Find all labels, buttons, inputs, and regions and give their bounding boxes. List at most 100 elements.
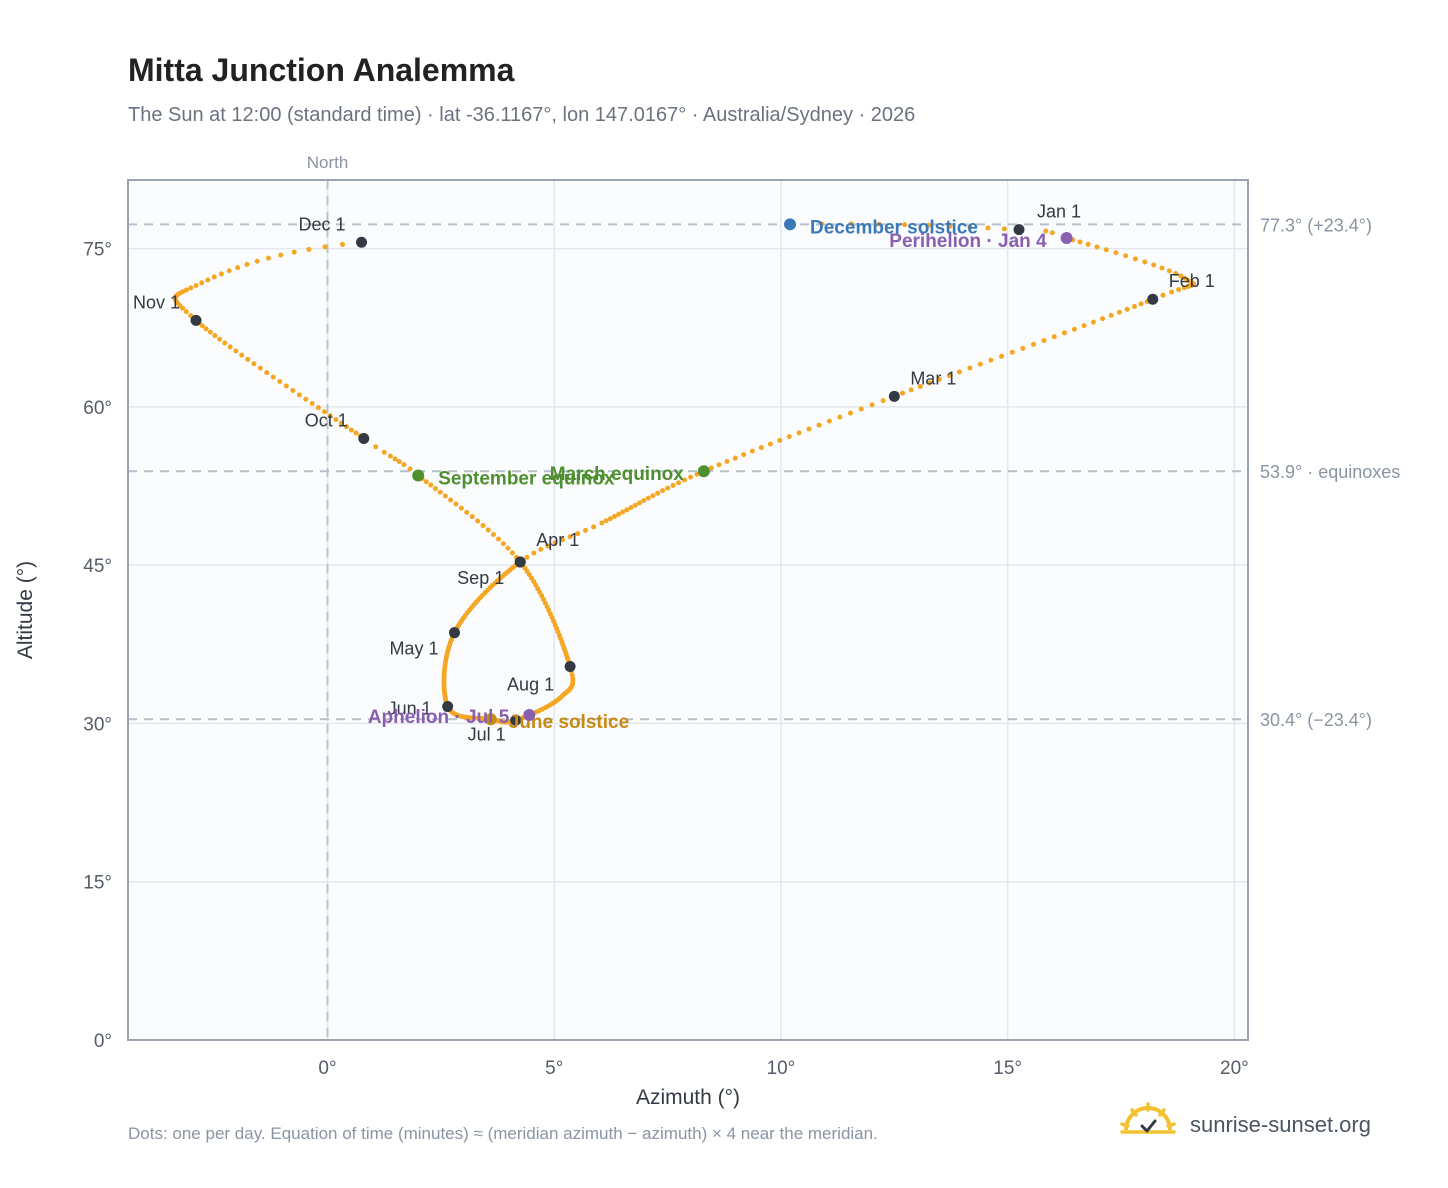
- day-dot: [632, 502, 638, 508]
- day-dot: [524, 554, 530, 560]
- day-dot: [620, 509, 626, 515]
- day-dot: [806, 426, 812, 432]
- day-dot: [407, 466, 413, 472]
- y-tick-label: 15°: [83, 873, 112, 894]
- reference-line-label: 77.3° (+23.4°): [1260, 215, 1372, 235]
- event-label: December solstice: [810, 217, 978, 238]
- event-label: Aphelion · Jul 5: [368, 707, 510, 728]
- day-dot: [448, 497, 454, 503]
- day-dot: [1185, 283, 1191, 289]
- chart-title: Mitta Junction Analemma: [128, 52, 515, 88]
- day-dot: [603, 518, 609, 524]
- day-dot: [464, 509, 470, 515]
- day-dot: [505, 545, 511, 551]
- day-dot: [183, 287, 189, 293]
- day-dot: [500, 541, 506, 547]
- day-dot: [607, 516, 613, 522]
- event-marker: [484, 713, 497, 726]
- day-dot: [217, 336, 223, 342]
- month-marker-label: Jan 1: [1037, 202, 1081, 222]
- month-marker-label: Jun 1: [388, 699, 432, 719]
- event-marker: [523, 708, 536, 721]
- day-dot: [509, 550, 515, 556]
- day-dot: [847, 410, 853, 416]
- day-dot: [392, 456, 398, 462]
- axis-ticks: 0° 5° 10° 15° 20° 0° 15° 30° 45° 60° 75°: [83, 240, 1248, 1079]
- brand-text: sunrise-sunset.org: [1190, 1112, 1371, 1137]
- day-dot: [552, 540, 558, 546]
- y-axis-label: Altitude (°): [14, 561, 37, 659]
- event-label: Perihelion · Jan 4: [889, 231, 1047, 252]
- day-dot: [637, 500, 643, 506]
- day-dot: [432, 486, 438, 492]
- day-dot: [946, 373, 952, 379]
- day-dot: [1132, 256, 1138, 262]
- month-marker-label: Mar 1: [910, 368, 956, 388]
- day-dot: [218, 271, 224, 277]
- day-dot: [244, 261, 250, 267]
- plot-area: [128, 180, 1248, 1040]
- day-dot: [207, 329, 213, 335]
- day-dot: [1071, 326, 1077, 332]
- day-dot: [296, 392, 302, 398]
- day-dot: [758, 445, 764, 451]
- day-dot: [480, 522, 486, 528]
- chart-subtitle: The Sun at 12:00 (standard time) · lat -…: [128, 104, 916, 126]
- day-dot: [1041, 338, 1047, 344]
- day-dot: [612, 513, 618, 519]
- month-marker: [510, 714, 522, 726]
- day-dot: [1142, 259, 1148, 265]
- y-tick-label: 45°: [83, 556, 112, 577]
- month-marker: [514, 556, 526, 568]
- day-dot: [628, 505, 634, 511]
- month-marker-label: May 1: [389, 639, 438, 659]
- day-dot: [291, 249, 297, 255]
- day-dot: [876, 221, 882, 227]
- day-dot: [681, 477, 687, 483]
- day-dot: [545, 543, 551, 549]
- day-dot: [1009, 349, 1015, 355]
- brand-logo[interactable]: sunrise-sunset.org: [1120, 1100, 1390, 1150]
- day-dot: [183, 309, 189, 315]
- x-tick-label: 0°: [318, 1058, 336, 1079]
- event-label: June solstice: [509, 712, 629, 733]
- event-label: September equinox: [438, 468, 615, 489]
- day-dot: [205, 277, 211, 283]
- day-dot: [1051, 334, 1057, 340]
- day-dot: [583, 527, 589, 533]
- day-dot: [936, 376, 942, 382]
- month-marker-label: Apr 1: [536, 530, 579, 550]
- day-dot: [676, 480, 682, 486]
- day-dot: [458, 505, 464, 511]
- day-dot: [917, 383, 923, 389]
- day-dot: [559, 537, 565, 543]
- x-tick-label: 20°: [1220, 1058, 1249, 1079]
- day-dot: [591, 524, 597, 530]
- month-marker-label: Nov 1: [133, 292, 180, 312]
- day-dot: [199, 323, 205, 329]
- day-dot: [453, 501, 459, 507]
- day-dot: [265, 255, 271, 261]
- day-dot: [322, 244, 328, 250]
- y-tick-label: 75°: [83, 240, 112, 261]
- sun-logo-icon: [1120, 1102, 1176, 1134]
- day-dot: [819, 221, 825, 227]
- day-dot: [655, 490, 661, 496]
- day-dot: [193, 283, 199, 289]
- day-dot: [254, 258, 260, 264]
- day-dot: [485, 527, 491, 533]
- day-dot: [333, 417, 339, 423]
- day-dot: [235, 265, 241, 271]
- day-dot: [650, 493, 656, 499]
- day-dot: [988, 357, 994, 363]
- day-dot: [716, 462, 722, 468]
- day-dot: [233, 348, 239, 354]
- reference-line-label: 53.9° · equinoxes: [1260, 462, 1400, 482]
- event-label: March equinox: [550, 464, 685, 485]
- day-dot: [1108, 312, 1114, 318]
- month-marker: [888, 390, 900, 402]
- day-dot: [567, 534, 573, 540]
- day-dot: [290, 387, 296, 393]
- day-dot: [1123, 253, 1129, 259]
